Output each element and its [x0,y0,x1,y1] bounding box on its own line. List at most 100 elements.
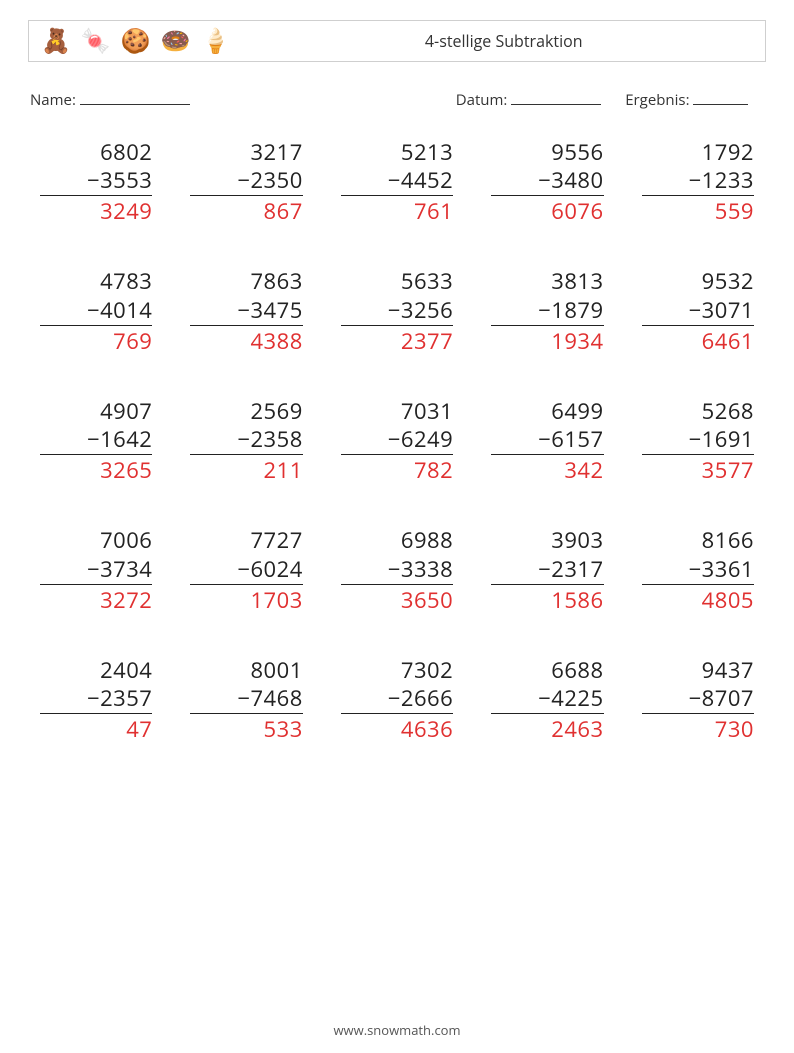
subtrahend-row: −4225 [491,684,603,714]
subtraction-problem: 7727−60241703 [190,526,302,613]
minuend: 9532 [642,267,754,295]
answer: 769 [40,326,152,355]
minus-operator: − [538,554,551,584]
donut-icon: 🍩 [161,29,191,53]
answer: 730 [642,714,754,743]
subtrahend: 2317 [551,554,603,584]
date-blank[interactable] [511,90,601,105]
answer: 342 [491,455,603,484]
minus-operator: − [538,295,551,325]
minuend: 6688 [491,656,603,684]
answer: 559 [642,196,754,225]
minus-operator: − [538,165,551,195]
subtrahend: 3734 [100,554,152,584]
minuend: 9437 [642,656,754,684]
subtrahend: 2350 [250,165,302,195]
answer: 1586 [491,585,603,614]
answer: 533 [190,714,302,743]
subtraction-problem: 4907−16423265 [40,397,152,484]
subtraction-problem: 6499−6157342 [491,397,603,484]
minuend: 5268 [642,397,754,425]
minuend: 2404 [40,656,152,684]
result-blank[interactable] [693,90,748,105]
candy-cane-icon: 🍬 [81,29,111,53]
header: 🧸 🍬 🍪 🍩 🍦 4-stellige Subtraktion [28,20,766,62]
subtraction-problem: 6802−35533249 [40,138,152,225]
minuend: 2569 [190,397,302,425]
teddy-bear-icon: 🧸 [41,29,71,53]
subtrahend: 3361 [702,554,754,584]
minus-operator: − [388,683,401,713]
name-label: Name: [30,90,76,110]
minuend: 3813 [491,267,603,295]
answer: 782 [341,455,453,484]
date-field: Datum: [456,90,602,110]
subtraction-problem: 4783−4014769 [40,267,152,354]
minuend: 6499 [491,397,603,425]
subtrahend: 3480 [551,165,603,195]
subtrahend: 3475 [250,295,302,325]
minus-operator: − [388,165,401,195]
minus-operator: − [237,165,250,195]
subtrahend-row: −6249 [341,425,453,455]
subtraction-problem: 7006−37343272 [40,526,152,613]
worksheet-title: 4-stellige Subtraktion [242,21,765,61]
minuend: 7863 [190,267,302,295]
answer: 6461 [642,326,754,355]
subtrahend-row: −2350 [190,166,302,196]
subtrahend: 6249 [401,424,453,454]
subtrahend-row: −4452 [341,166,453,196]
minuend: 7031 [341,397,453,425]
subtrahend-row: −1879 [491,296,603,326]
subtrahend: 4452 [401,165,453,195]
answer: 6076 [491,196,603,225]
subtraction-problem: 1792−1233559 [642,138,754,225]
subtrahend-row: −6157 [491,425,603,455]
answer: 3650 [341,585,453,614]
minus-operator: − [388,424,401,454]
result-field: Ergebnis: [625,90,748,110]
subtraction-problem: 7302−26664636 [341,656,453,743]
subtraction-problem: 6688−42252463 [491,656,603,743]
minuend: 3903 [491,526,603,554]
subtrahend-row: −1642 [40,425,152,455]
cookie-icon: 🍪 [121,29,151,53]
subtrahend-row: −2357 [40,684,152,714]
subtraction-problem: 2404−235747 [40,656,152,743]
subtraction-problem: 3217−2350867 [190,138,302,225]
minuend: 6988 [341,526,453,554]
subtraction-problem: 7863−34754388 [190,267,302,354]
worksheet-page: 🧸 🍬 🍪 🍩 🍦 4-stellige Subtraktion Name: D… [0,0,794,1053]
subtraction-problem: 7031−6249782 [341,397,453,484]
subtrahend: 8707 [702,683,754,713]
minus-operator: − [87,424,100,454]
subtrahend-row: −3553 [40,166,152,196]
subtrahend-row: −3256 [341,296,453,326]
footer: www.snowmath.com [0,1021,794,1039]
subtrahend: 3256 [401,295,453,325]
answer: 1934 [491,326,603,355]
subtrahend-row: −1233 [642,166,754,196]
answer: 867 [190,196,302,225]
subtrahend: 4225 [551,683,603,713]
ice-cream-icon: 🍦 [201,29,231,53]
minus-operator: − [388,554,401,584]
minuend: 3217 [190,138,302,166]
answer: 47 [40,714,152,743]
subtraction-problem: 9556−34806076 [491,138,603,225]
minus-operator: − [237,424,250,454]
subtraction-problem: 2569−2358211 [190,397,302,484]
meta-row: Name: Datum: Ergebnis: [28,90,766,110]
answer: 3249 [40,196,152,225]
minuend: 1792 [642,138,754,166]
minuend: 7727 [190,526,302,554]
subtrahend: 2666 [401,683,453,713]
subtrahend: 1691 [702,424,754,454]
minus-operator: − [689,683,702,713]
subtraction-problem: 9532−30716461 [642,267,754,354]
subtrahend-row: −3071 [642,296,754,326]
minus-operator: − [237,683,250,713]
name-blank[interactable] [80,90,190,105]
subtrahend: 1233 [702,165,754,195]
answer: 2463 [491,714,603,743]
